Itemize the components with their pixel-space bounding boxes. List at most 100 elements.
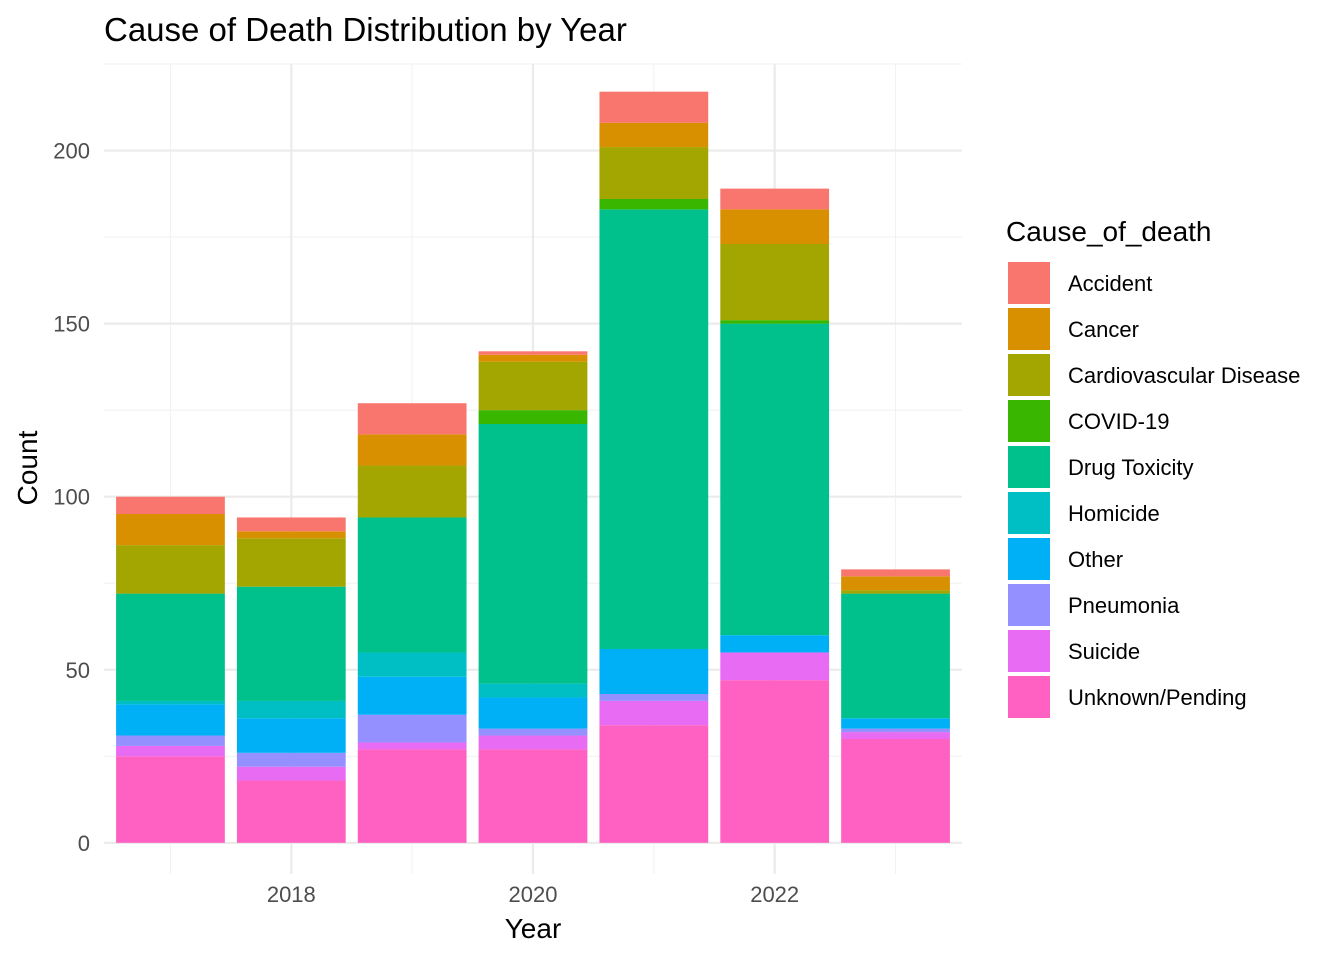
legend-items: Accident Cancer Cardiovascular Disease COVI… xyxy=(1008,262,1300,718)
bar-2017-other xyxy=(116,704,225,736)
bar-2023-accident xyxy=(841,569,950,577)
bar-2018-pneumonia xyxy=(236,752,346,767)
legend-key-accident xyxy=(1008,262,1050,304)
bar-2018-suicide xyxy=(236,766,346,781)
bar-2017-pneumonia xyxy=(116,735,225,746)
legend-label-suicide: Suicide xyxy=(1068,639,1140,664)
bar-2019-unknown-pending xyxy=(357,749,467,843)
bar-2022-suicide xyxy=(720,652,830,681)
x-tick-label: 2020 xyxy=(509,882,558,907)
bar-2022-unknown-pending xyxy=(720,680,830,843)
bar-2017-unknown-pending xyxy=(116,756,225,843)
bar-2019-drug-toxicity xyxy=(357,517,467,653)
y-tick-label: 200 xyxy=(53,139,90,164)
bar-2018-accident xyxy=(236,517,346,532)
bar-2018-drug-toxicity xyxy=(236,586,346,701)
legend-key-cardiovascular-disease xyxy=(1008,354,1050,396)
bar-2018-unknown-pending xyxy=(236,780,346,843)
bar-2021-covid-19 xyxy=(599,199,709,210)
bar-2023-other xyxy=(841,718,950,729)
legend-key-other xyxy=(1008,538,1050,580)
bar-2020-covid-19 xyxy=(478,410,588,424)
bar-2021-pneumonia xyxy=(599,694,709,701)
y-axis-ticks: 0 50 100 150 200 xyxy=(53,139,90,856)
legend-label-covid-19: COVID-19 xyxy=(1068,409,1169,434)
bar-2019-suicide xyxy=(357,742,467,750)
bar-2017-drug-toxicity xyxy=(116,593,225,701)
bar-2019-other xyxy=(357,676,467,715)
bar-2018-cardiovascular-disease xyxy=(236,538,346,587)
legend-label-homicide: Homicide xyxy=(1068,501,1160,526)
legend-key-cancer xyxy=(1008,308,1050,350)
bar-2017-suicide xyxy=(116,745,225,757)
bar-2021-suicide xyxy=(599,700,709,726)
bar-2020-pneumonia xyxy=(478,728,588,736)
bar-2021-drug-toxicity xyxy=(599,209,709,649)
legend-key-homicide xyxy=(1008,492,1050,534)
y-tick-label: 100 xyxy=(53,485,90,510)
bar-2021-unknown-pending xyxy=(599,725,709,843)
legend-label-pneumonia: Pneumonia xyxy=(1068,593,1180,618)
legend-key-pneumonia xyxy=(1008,584,1050,626)
bar-2020-suicide xyxy=(478,735,588,750)
bar-2021-cardiovascular-disease xyxy=(599,147,709,199)
y-tick-label: 150 xyxy=(53,312,90,337)
x-axis-title: Year xyxy=(505,913,562,944)
y-axis-title: Count xyxy=(12,430,43,505)
bar-2022-covid-19 xyxy=(720,320,830,324)
legend-key-suicide xyxy=(1008,630,1050,672)
bar-2022-cancer xyxy=(720,209,830,244)
bar-2019-cancer xyxy=(357,434,467,466)
bar-2020-cardiovascular-disease xyxy=(478,361,588,411)
bar-2017-cancer xyxy=(116,514,225,546)
bar-2019-pneumonia xyxy=(357,714,467,743)
bar-2020-cancer xyxy=(478,354,588,362)
legend-label-cardiovascular-disease: Cardiovascular Disease xyxy=(1068,363,1300,388)
bar-2023-cardiovascular-disease xyxy=(841,590,950,594)
bar-2018-cancer xyxy=(236,531,346,539)
bar-2019-accident xyxy=(357,403,467,435)
bar-2019-homicide xyxy=(357,652,467,677)
bar-2017-cardiovascular-disease xyxy=(116,545,225,594)
legend-label-drug-toxicity: Drug Toxicity xyxy=(1068,455,1194,480)
legend: Cause_of_death Accident Cancer Cardiovascu… xyxy=(1006,216,1300,718)
bar-2023-unknown-pending xyxy=(841,739,950,843)
bar-2023-cancer xyxy=(841,576,950,591)
bars xyxy=(116,91,950,843)
bar-2022-other xyxy=(720,635,830,653)
bar-2017-homicide xyxy=(116,700,225,705)
bar-2020-homicide xyxy=(478,683,588,698)
x-tick-label: 2022 xyxy=(750,882,799,907)
legend-key-drug-toxicity xyxy=(1008,446,1050,488)
chart-title: Cause of Death Distribution by Year xyxy=(104,11,627,48)
legend-label-unknown-pending: Unknown/Pending xyxy=(1068,685,1247,710)
bar-2023-pneumonia xyxy=(841,728,950,733)
bar-2018-other xyxy=(236,718,346,753)
x-axis-ticks: 2018 2020 2022 xyxy=(267,882,799,907)
bar-2020-drug-toxicity xyxy=(478,424,588,684)
bar-2022-drug-toxicity xyxy=(720,323,830,636)
legend-title: Cause_of_death xyxy=(1006,216,1212,247)
bar-2018-homicide xyxy=(236,700,346,719)
bar-2017-accident xyxy=(116,496,225,514)
bar-2020-accident xyxy=(478,351,588,355)
bar-2021-other xyxy=(599,649,709,694)
legend-key-unknown-pending xyxy=(1008,676,1050,718)
legend-label-cancer: Cancer xyxy=(1068,317,1139,342)
bar-2023-drug-toxicity xyxy=(841,593,950,719)
legend-key-covid-19 xyxy=(1008,400,1050,442)
bar-2023-suicide xyxy=(841,732,950,739)
y-tick-label: 50 xyxy=(66,658,90,683)
bar-2020-unknown-pending xyxy=(478,749,588,843)
bar-2022-accident xyxy=(720,188,830,210)
bar-2020-other xyxy=(478,697,588,729)
x-tick-label: 2018 xyxy=(267,882,316,907)
y-tick-label: 0 xyxy=(78,831,90,856)
legend-label-other: Other xyxy=(1068,547,1123,572)
bar-2019-cardiovascular-disease xyxy=(357,465,467,518)
bar-2022-cardiovascular-disease xyxy=(720,244,830,321)
bar-2021-accident xyxy=(599,91,709,123)
legend-label-accident: Accident xyxy=(1068,271,1152,296)
